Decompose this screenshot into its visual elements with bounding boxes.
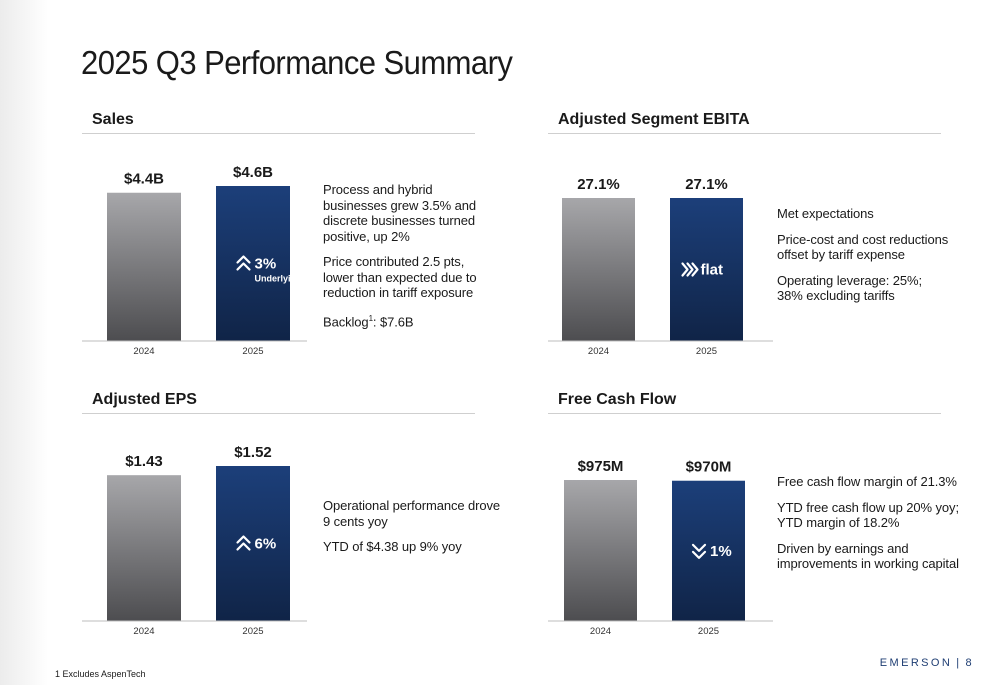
change-badge: 6% xyxy=(236,535,277,553)
footnote: 1 Excludes AspenTech xyxy=(55,669,146,679)
note-paragraph: Process and hybrid businesses grew 3.5% … xyxy=(323,182,476,244)
bar-2024 xyxy=(564,480,637,621)
bar-value-label: $4.4B xyxy=(124,171,164,188)
eps-bar-chart: $1.43 2024 $1.52 2025 6% xyxy=(82,421,332,641)
bar-value-label: $4.6B xyxy=(233,164,273,181)
panel-heading: Adjusted Segment EBITA xyxy=(558,111,750,128)
change-badge: 1% xyxy=(691,543,732,560)
change-badge: 3%Underlying xyxy=(236,255,302,284)
note-paragraph: Price-cost and cost reductions offset by… xyxy=(777,231,949,263)
left-edge-shade xyxy=(0,0,48,685)
triple-chevron-right-icon xyxy=(681,262,699,277)
brand-separator: | xyxy=(956,657,962,669)
x-tick-label: 2024 xyxy=(588,346,609,357)
bar-2024 xyxy=(562,198,635,341)
bar-2025 xyxy=(672,480,745,621)
badge-value: 1% xyxy=(710,543,732,560)
panel-divider xyxy=(82,413,475,414)
badge-value: flat xyxy=(701,262,724,279)
double-chevron-up-icon xyxy=(236,255,251,271)
bar-value-label: 27.1% xyxy=(685,176,728,193)
x-tick-label: 2024 xyxy=(133,626,154,637)
bar-2024 xyxy=(107,192,181,341)
x-tick-label: 2024 xyxy=(590,626,611,637)
panel-divider xyxy=(82,133,475,134)
note-paragraph: YTD free cash flow up 20% yoy; YTD margi… xyxy=(777,499,959,531)
page-title: 2025 Q3 Performance Summary xyxy=(81,44,513,81)
bar-value-label: $970M xyxy=(686,459,732,476)
bar-2024 xyxy=(107,475,181,621)
note-paragraph: Backlog1: $7.6B xyxy=(323,313,414,329)
bar-2025 xyxy=(216,466,290,621)
bar-value-label: $975M xyxy=(578,458,624,475)
badge-value: 6% xyxy=(255,536,277,553)
fcf-notes: Free cash flow margin of 21.3% YTD free c… xyxy=(777,474,959,582)
bar-value-label: $1.52 xyxy=(234,444,272,461)
eps-notes: Operational performance drove 9 cents yo… xyxy=(323,498,500,565)
note-paragraph: Driven by earnings and improvements in w… xyxy=(777,540,959,572)
change-badge: flat xyxy=(681,262,724,279)
panel-heading: Adjusted EPS xyxy=(92,391,197,408)
brand-footer: EMERSON | 8 xyxy=(880,657,974,669)
fcf-bar-chart: $975M 2024 $970M 2025 1% xyxy=(548,421,798,641)
bar-value-label: 27.1% xyxy=(577,176,620,193)
sales-notes: Process and hybrid businesses grew 3.5% … xyxy=(323,182,477,339)
x-tick-label: 2025 xyxy=(242,626,263,637)
double-chevron-down-icon xyxy=(691,543,707,559)
eps-panel: Adjusted EPS $1.43 2024 $1.52 2025 6% xyxy=(82,391,482,637)
badge-subtext: Underlying xyxy=(255,274,302,284)
note-paragraph: Met expectations xyxy=(777,206,874,221)
brand-logo-text: EMERSON xyxy=(879,657,953,669)
ebita-chart-svg: 27.1% 2024 27.1% 2025 flat xyxy=(548,176,773,357)
panel-divider xyxy=(548,133,941,134)
x-tick-label: 2025 xyxy=(242,346,263,357)
panel-heading: Sales xyxy=(92,111,134,128)
sales-panel: Sales $4.4B 2024 $4.6B 2025 3% Underlying xyxy=(82,111,482,357)
sales-chart-svg: $4.4B 2024 $4.6B 2025 3%Underlying xyxy=(82,164,307,357)
ebita-bar-chart: 27.1% 2024 27.1% 2025 flat xyxy=(548,141,798,361)
note-paragraph: Price contributed 2.5 pts, lower than ex… xyxy=(323,254,477,300)
x-tick-label: 2025 xyxy=(698,626,719,637)
bar-2025 xyxy=(670,198,743,341)
note-paragraph: Operational performance drove 9 cents yo… xyxy=(323,498,501,529)
panel-divider xyxy=(548,413,941,414)
bar-value-label: $1.43 xyxy=(125,453,163,470)
fcf-chart-svg: $975M 2024 $970M 2025 1% xyxy=(548,458,773,637)
note-paragraph: YTD of $4.38 up 9% yoy xyxy=(323,539,462,554)
ebita-notes: Met expectations Price-cost and cost redu… xyxy=(777,206,948,314)
panel-heading: Free Cash Flow xyxy=(558,391,677,408)
note-paragraph: Operating leverage: 25%; 38% excluding t… xyxy=(777,272,923,304)
fcf-panel: Free Cash Flow $975M 2024 $970M 2025 1% xyxy=(548,391,948,637)
bar-2025 xyxy=(216,186,290,341)
eps-chart-svg: $1.43 2024 $1.52 2025 6% xyxy=(82,444,307,637)
ebita-panel: Adjusted Segment EBITA 27.1% 2024 27.1% 202… xyxy=(548,111,948,357)
x-tick-label: 2024 xyxy=(133,346,154,357)
x-tick-label: 2025 xyxy=(696,346,717,357)
double-chevron-up-icon xyxy=(236,535,251,551)
badge-value: 3% xyxy=(255,256,277,273)
page-number: 8 xyxy=(965,657,974,669)
sales-bar-chart: $4.4B 2024 $4.6B 2025 3% Underlying xyxy=(82,141,332,361)
note-paragraph: Free cash flow margin of 21.3% xyxy=(777,474,957,489)
